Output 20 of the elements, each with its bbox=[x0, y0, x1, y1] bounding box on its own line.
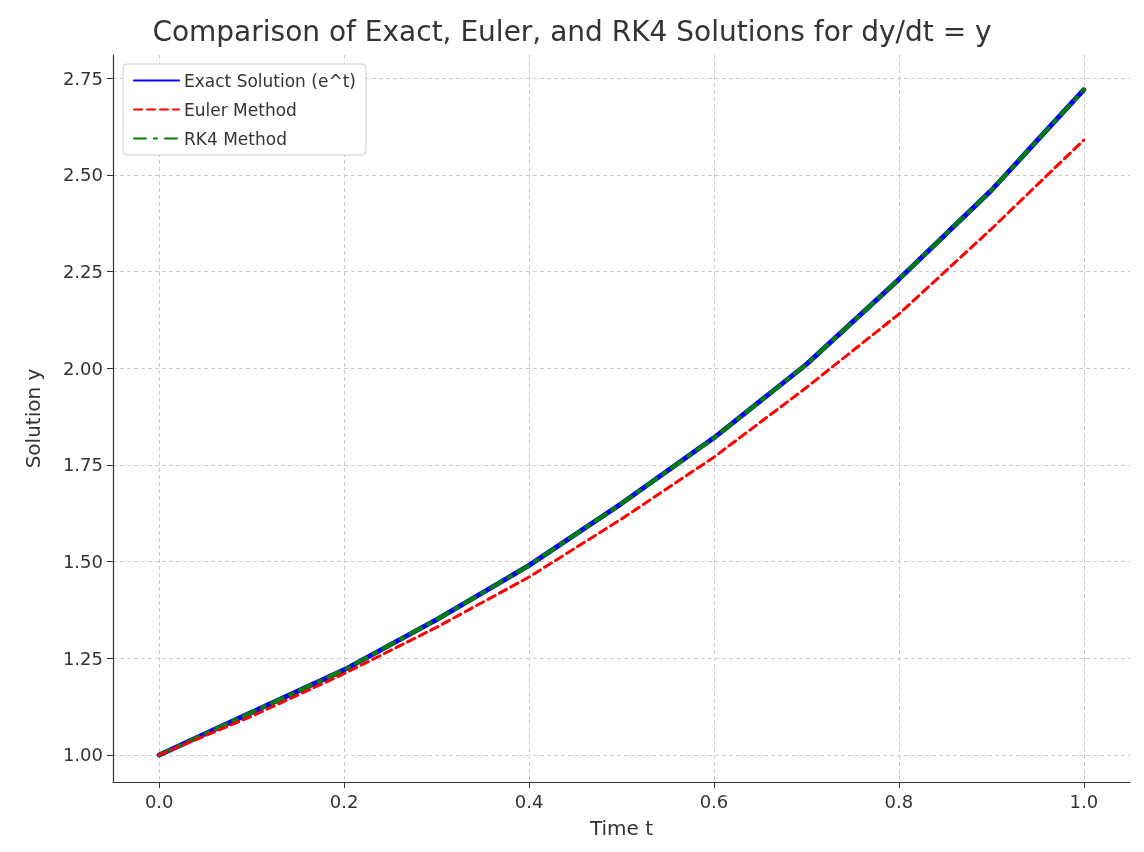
x-tick-label: 1.0 bbox=[1069, 790, 1099, 812]
x-tick-label: 0.8 bbox=[884, 790, 914, 812]
y-tick-label: 1.50 bbox=[62, 551, 103, 573]
legend-label: Exact Solution (e^t) bbox=[184, 70, 356, 91]
legend-label: RK4 Method bbox=[184, 128, 287, 149]
y-tick-label: 1.75 bbox=[62, 454, 103, 476]
x-tick-label: 0.2 bbox=[329, 790, 359, 812]
y-tick-label: 2.75 bbox=[62, 67, 103, 89]
y-tick-label: 1.00 bbox=[62, 744, 103, 766]
legend-label: Euler Method bbox=[184, 99, 297, 120]
y-tick-label: 2.25 bbox=[62, 261, 103, 283]
y-tick-label: 1.25 bbox=[62, 647, 103, 669]
x-axis-title: Time t bbox=[588, 816, 654, 840]
x-tick-label: 0.0 bbox=[144, 790, 174, 812]
y-tick-label: 2.50 bbox=[62, 164, 103, 186]
chart-title: Comparison of Exact, Euler, and RK4 Solutions for dy/dt = y bbox=[152, 14, 992, 48]
y-axis-title: Solution y bbox=[21, 368, 45, 469]
y-tick-label: 2.00 bbox=[62, 357, 103, 379]
x-tick-label: 0.6 bbox=[699, 790, 729, 812]
x-tick-label: 0.4 bbox=[514, 790, 544, 812]
